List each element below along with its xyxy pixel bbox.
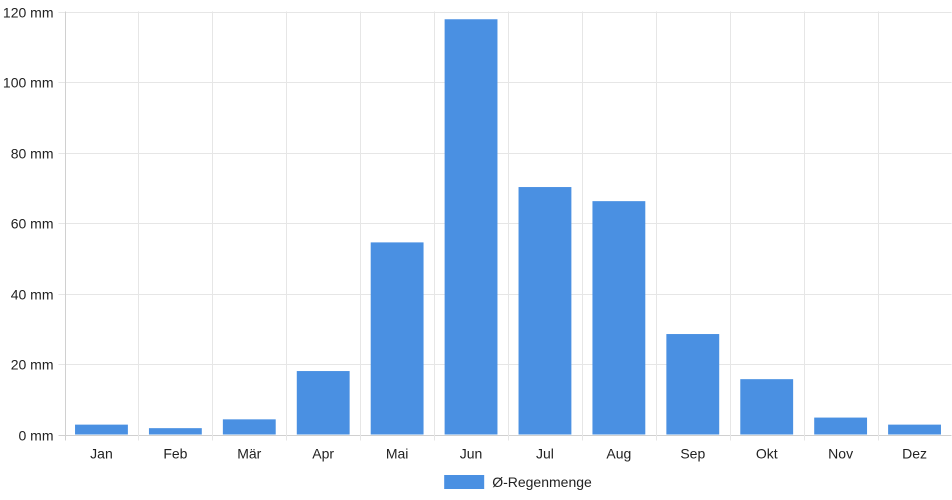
x-axis-tick-labels: Jan Feb Mär Apr Mai Jun Jul Aug Sep Okt Nov Dez xyxy=(90,446,927,462)
bar-Apr[interactable] xyxy=(296,371,350,435)
bar-Jan[interactable] xyxy=(75,424,128,435)
x-tick-label: Apr xyxy=(312,446,334,462)
legend-label[interactable]: Ø-Regenmenge xyxy=(492,474,592,490)
bar-Dez[interactable] xyxy=(888,424,941,435)
bar-Mai[interactable] xyxy=(370,242,424,435)
bars xyxy=(75,19,941,435)
x-tick-label: Jan xyxy=(90,446,113,462)
x-tick-label: Nov xyxy=(828,446,853,462)
bar-Aug[interactable] xyxy=(592,201,646,435)
y-tick-label: 120 mm xyxy=(3,5,54,21)
x-tick-label: Aug xyxy=(606,446,631,462)
bar-Mär[interactable] xyxy=(222,419,276,435)
x-tick-label: Jun xyxy=(460,446,483,462)
legend-swatch[interactable] xyxy=(444,475,485,489)
bar-Okt[interactable] xyxy=(740,379,794,435)
x-tick-label: Mai xyxy=(386,446,409,462)
x-tick-label: Jul xyxy=(536,446,554,462)
bar-Sep[interactable] xyxy=(666,334,720,435)
legend[interactable]: Ø-Regenmenge xyxy=(444,474,592,490)
y-tick-label: 0 mm xyxy=(19,428,54,444)
x-tick-label: Dez xyxy=(902,446,927,462)
x-tick-label: Mär xyxy=(237,446,261,462)
x-tick-label: Feb xyxy=(163,446,187,462)
x-tick-label: Okt xyxy=(756,446,778,462)
grid-lines xyxy=(58,11,952,441)
bar-Jul[interactable] xyxy=(518,187,572,435)
bar-Jun[interactable] xyxy=(444,19,498,435)
y-tick-label: 100 mm xyxy=(3,75,54,91)
y-tick-label: 80 mm xyxy=(11,146,54,162)
y-axis-tick-labels: 0 mm 20 mm 40 mm 60 mm 80 mm 100 mm 120 mm xyxy=(3,5,54,444)
bar-Feb[interactable] xyxy=(148,428,202,435)
y-tick-label: 60 mm xyxy=(11,216,54,232)
y-tick-label: 20 mm xyxy=(11,357,54,373)
y-tick-label: 40 mm xyxy=(11,287,54,303)
bar-Nov[interactable] xyxy=(814,417,868,435)
x-tick-label: Sep xyxy=(680,446,705,462)
